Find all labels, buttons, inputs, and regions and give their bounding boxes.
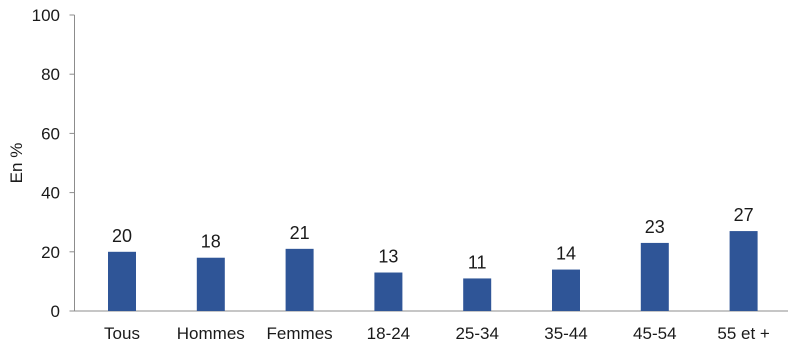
x-tick-label: 45-54 bbox=[633, 324, 676, 342]
data-label: 11 bbox=[468, 252, 487, 272]
y-tick-label: 20 bbox=[41, 243, 60, 262]
x-tick-label: 25-34 bbox=[455, 324, 498, 342]
y-tick-label: 40 bbox=[41, 184, 60, 203]
bars bbox=[108, 231, 758, 311]
data-label: 27 bbox=[734, 205, 754, 225]
data-label: 18 bbox=[201, 232, 221, 252]
x-tick-label: Tous bbox=[104, 324, 140, 342]
y-tick-label: 80 bbox=[41, 65, 60, 84]
data-label: 21 bbox=[290, 223, 310, 243]
y-axis-title: En % bbox=[7, 143, 26, 184]
x-tick-label: 55 et + bbox=[717, 324, 770, 342]
x-tick-label: Hommes bbox=[177, 324, 245, 342]
bar bbox=[640, 242, 669, 311]
y-axis: 0 20 40 60 80 100 bbox=[32, 6, 75, 321]
data-label: 13 bbox=[378, 247, 398, 267]
x-axis: Tous Hommes Femmes 18-24 25-34 35-44 45-54 55 e… bbox=[74, 310, 788, 342]
bar bbox=[285, 248, 314, 311]
x-tick-label: Femmes bbox=[267, 324, 333, 342]
y-tick-label: 0 bbox=[51, 302, 60, 321]
y-tick-label: 100 bbox=[32, 6, 60, 25]
bar bbox=[463, 278, 492, 311]
bar bbox=[108, 251, 136, 311]
bar bbox=[374, 272, 403, 311]
x-tick-label: 18-24 bbox=[367, 324, 410, 342]
bar bbox=[729, 231, 758, 311]
data-labels: 20 18 21 13 11 14 23 27 bbox=[112, 205, 754, 272]
bar bbox=[196, 257, 225, 311]
y-tick-label: 60 bbox=[41, 124, 60, 143]
data-label: 23 bbox=[645, 217, 665, 237]
data-label: 20 bbox=[112, 226, 132, 246]
data-label: 14 bbox=[556, 244, 576, 264]
x-tick-label: 35-44 bbox=[544, 324, 587, 342]
bar bbox=[552, 269, 580, 311]
